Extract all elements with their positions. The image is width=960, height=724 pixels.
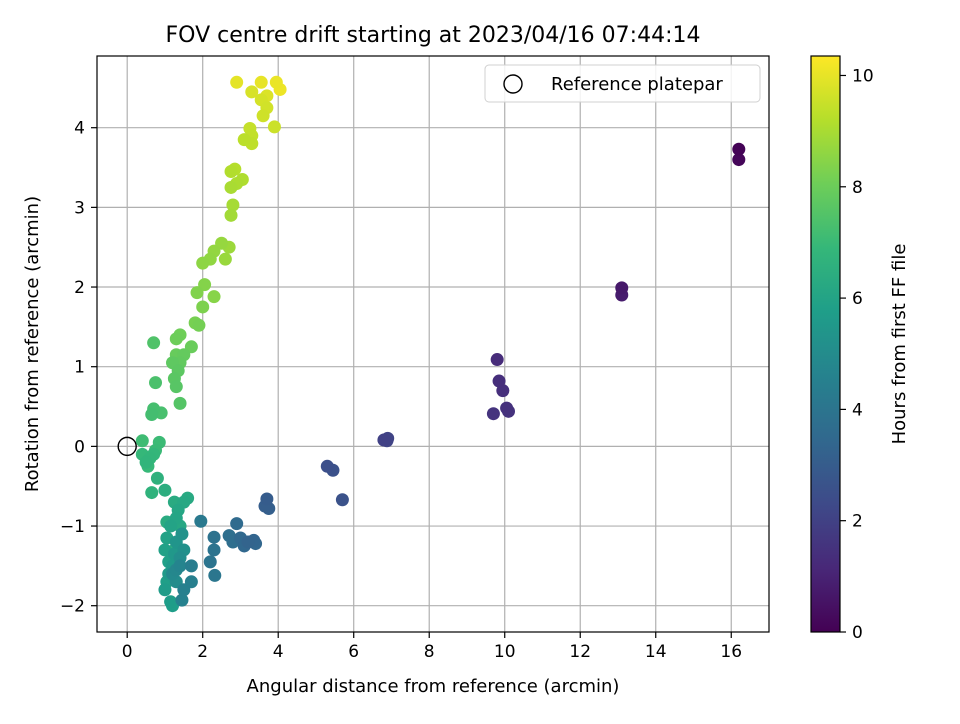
plot-frame <box>96 55 770 633</box>
data-point <box>207 290 221 304</box>
data-point <box>147 336 161 350</box>
data-point <box>267 120 281 134</box>
data-point <box>320 459 334 473</box>
data-point <box>377 433 391 447</box>
x-tick-label: 10 <box>494 642 516 662</box>
colorbar: 0 2 4 6 8 10 Hours from first FF file <box>810 55 910 643</box>
data-point <box>241 535 255 549</box>
data-point <box>175 527 189 541</box>
chart-title: FOV centre drift starting at 2023/04/16 … <box>166 23 701 48</box>
data-point <box>169 332 183 346</box>
data-point <box>194 514 208 528</box>
colorbar-tick-label: 8 <box>852 178 863 198</box>
data-point <box>184 575 198 589</box>
data-point <box>492 374 506 388</box>
data-point <box>490 353 504 367</box>
x-tick-label: 14 <box>645 642 667 662</box>
data-point <box>208 568 222 582</box>
colorbar-tick-label: 2 <box>852 512 863 532</box>
grid-lines <box>97 56 769 632</box>
data-point <box>218 252 232 266</box>
y-tick-label: 3 <box>74 198 85 218</box>
legend-marker <box>503 74 523 94</box>
colorbar-tick-label: 10 <box>852 66 874 86</box>
colorbar-ticks: 0 2 4 6 8 10 <box>840 66 874 643</box>
legend-entry: Reference platepar <box>551 74 723 95</box>
data-point <box>226 198 240 212</box>
data-point <box>164 595 178 609</box>
data-point <box>269 75 283 89</box>
data-point <box>175 593 189 607</box>
x-tick-label: 2 <box>197 642 208 662</box>
reference-platepar-marker <box>117 436 137 457</box>
data-point <box>224 180 238 194</box>
data-point <box>192 318 206 332</box>
data-point <box>145 486 159 500</box>
data-point <box>164 519 178 533</box>
data-point <box>224 208 238 222</box>
data-point <box>158 583 172 597</box>
data-point <box>486 407 500 421</box>
data-point <box>145 408 159 422</box>
data-point <box>500 401 514 415</box>
data-point <box>732 142 746 156</box>
colorbar-tick-label: 0 <box>852 623 863 643</box>
colorbar-tick-label: 4 <box>852 400 863 420</box>
data-point <box>224 165 238 179</box>
y-tick-label: −2 <box>60 597 85 617</box>
data-point <box>135 434 149 448</box>
data-point <box>260 492 274 506</box>
x-axis-ticks: 0 2 4 6 8 10 12 14 16 <box>122 632 742 662</box>
data-point <box>158 483 172 497</box>
y-axis-label: Rotation from reference (arcmin) <box>22 196 43 492</box>
data-point <box>149 376 163 390</box>
data-point <box>196 256 210 270</box>
y-tick-label: 1 <box>74 358 85 378</box>
data-point <box>732 153 746 167</box>
data-point <box>207 543 221 557</box>
legend-box <box>484 64 761 103</box>
data-point <box>173 396 187 410</box>
data-point <box>203 555 217 569</box>
y-tick-label: −1 <box>60 517 85 537</box>
data-point <box>230 517 244 531</box>
data-point <box>335 493 349 507</box>
data-point <box>207 530 221 544</box>
data-point <box>169 380 183 394</box>
data-point <box>245 85 259 99</box>
x-tick-label: 8 <box>424 642 435 662</box>
legend: Reference platepar <box>484 64 761 103</box>
data-point <box>139 455 153 469</box>
colorbar-tick-label: 6 <box>852 289 863 309</box>
data-point <box>190 286 204 300</box>
y-axis-ticks: −2 −1 0 1 2 3 4 <box>60 119 97 617</box>
data-point <box>254 75 268 89</box>
x-tick-label: 6 <box>348 642 359 662</box>
data-point <box>256 109 270 123</box>
y-tick-label: 0 <box>74 437 85 457</box>
y-tick-label: 4 <box>74 119 85 139</box>
data-point <box>184 559 198 573</box>
colorbar-label: Hours from first FF file <box>889 244 910 445</box>
x-tick-label: 4 <box>273 642 284 662</box>
data-point <box>150 471 164 485</box>
data-point <box>196 300 210 314</box>
data-point <box>173 559 187 573</box>
data-point <box>615 281 629 295</box>
x-tick-label: 16 <box>720 642 742 662</box>
x-tick-label: 12 <box>569 642 591 662</box>
x-tick-label: 0 <box>122 642 133 662</box>
data-points <box>135 75 746 613</box>
data-point <box>237 133 251 147</box>
y-tick-label: 2 <box>74 278 85 298</box>
x-axis-label: Angular distance from reference (arcmin) <box>247 676 620 697</box>
colorbar-gradient <box>810 55 841 633</box>
data-point <box>230 75 244 89</box>
